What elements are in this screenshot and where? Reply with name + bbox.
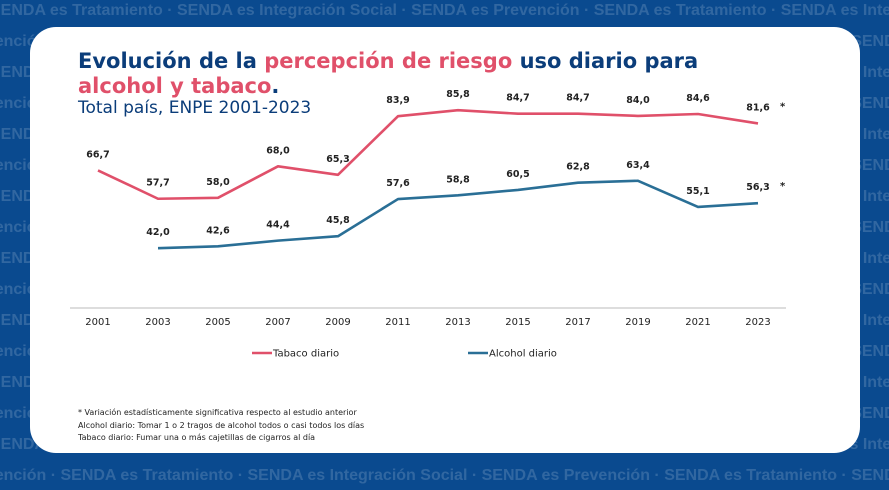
data-label: 57,6 <box>386 178 410 189</box>
footnote-tabaco: Tabaco diario: Fumar una o más cajetilla… <box>78 433 316 442</box>
data-label: 44,4 <box>266 220 290 231</box>
data-label: 84,6 <box>686 93 710 104</box>
data-label: 58,8 <box>446 174 470 185</box>
x-tick-label: 2015 <box>505 317 530 328</box>
chart-card: Evolución de la percepción de riesgo uso… <box>30 27 860 453</box>
x-tick-label: 2009 <box>325 317 350 328</box>
data-label: 45,8 <box>326 215 350 226</box>
x-tick-label: 2005 <box>205 317 230 328</box>
data-label: 57,7 <box>146 178 169 189</box>
x-tick-label: 2007 <box>265 317 290 328</box>
data-label: 60,5 <box>506 169 529 180</box>
data-label: 83,9 <box>386 95 409 106</box>
data-label: 81,6 <box>746 102 770 113</box>
data-label: 85,8 <box>446 89 470 100</box>
data-label: 42,6 <box>206 225 230 236</box>
legend-label-alcohol: Alcohol diario <box>489 349 557 360</box>
significance-marker: * <box>780 181 786 192</box>
line-chart: 2001 2003 2005 2007 2009 2011 2013 2015 2017 2019… <box>70 89 786 360</box>
x-tick-label: 2019 <box>625 317 650 328</box>
significance-marker: * <box>780 101 786 112</box>
data-label: 42,0 <box>146 227 170 238</box>
data-label: 56,3 <box>746 182 769 193</box>
chart-title: Evolución de la percepción de riesgo uso… <box>78 49 699 98</box>
x-tick-label: 2003 <box>145 317 170 328</box>
data-label: 84,7 <box>506 93 529 104</box>
background-text-row: Prevención · SENDA es Tratamiento · SEND… <box>0 467 889 484</box>
data-label: 68,0 <box>266 145 290 156</box>
x-tick-label: 2017 <box>565 317 590 328</box>
footnote-alcohol: Alcohol diario: Tomar 1 o 2 tragos de al… <box>78 420 365 430</box>
x-tick-label: 2023 <box>745 317 770 328</box>
x-tick-label: 2001 <box>85 317 110 328</box>
data-label: 66,7 <box>86 149 109 160</box>
data-label: 62,8 <box>566 162 590 173</box>
data-label: 84,7 <box>566 93 589 104</box>
footnotes: * Variación estadísticamente significati… <box>78 407 364 445</box>
data-label: 65,3 <box>326 154 349 165</box>
x-tick-label: 2021 <box>685 317 710 328</box>
series-line-alcohol <box>157 179 759 250</box>
data-label: 63,4 <box>626 160 650 171</box>
footnote-significance: * Variación estadísticamente significati… <box>78 408 357 417</box>
data-label: 58,0 <box>206 177 230 188</box>
x-tick-label: 2013 <box>445 317 470 328</box>
legend-label-tabaco: Tabaco diario <box>272 349 339 360</box>
chart-subtitle: Total país, ENPE 2001-2023 <box>78 98 312 118</box>
background-text-row: SENDA es Tratamiento · SENDA es Integrac… <box>0 2 889 19</box>
data-label: 84,0 <box>626 95 650 106</box>
data-label: 55,1 <box>686 186 709 197</box>
series-line-tabaco <box>97 108 759 201</box>
x-tick-label: 2011 <box>385 317 410 328</box>
